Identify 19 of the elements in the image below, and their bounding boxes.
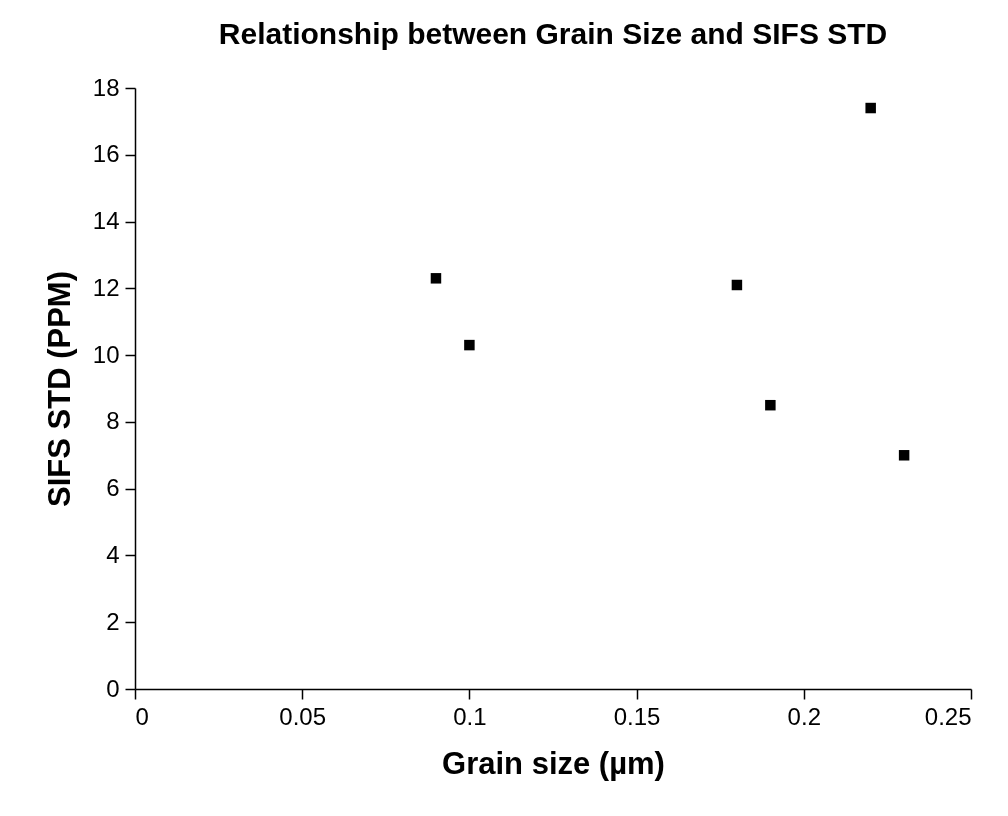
y-tick-label: 4	[106, 540, 120, 568]
y-tick-label: 0	[106, 674, 120, 702]
y-tick-label: 12	[92, 273, 120, 301]
y-tick-label: 6	[106, 474, 120, 502]
x-tick-label: 0.2	[787, 702, 821, 730]
y-tick-label: 14	[92, 207, 120, 235]
x-tick-label: 0.15	[613, 702, 661, 730]
x-tick-label: 0.1	[453, 702, 487, 730]
y-tick-label: 2	[106, 607, 120, 635]
y-axis-title: SIFS STD (PPM)	[41, 271, 77, 507]
x-axis-title: Grain size (µm)	[442, 745, 665, 781]
y-tick-label: 18	[92, 73, 120, 101]
y-tick-label: 10	[92, 340, 120, 368]
x-tick-label: 0.25	[924, 702, 972, 730]
y-tick-label: 16	[92, 140, 120, 168]
x-tick-label: 0.05	[279, 702, 327, 730]
y-tick-label: 8	[106, 407, 120, 435]
chart-title: Relationship between Grain Size and SIFS STD	[218, 17, 888, 50]
x-tick-label: 0	[135, 702, 149, 730]
